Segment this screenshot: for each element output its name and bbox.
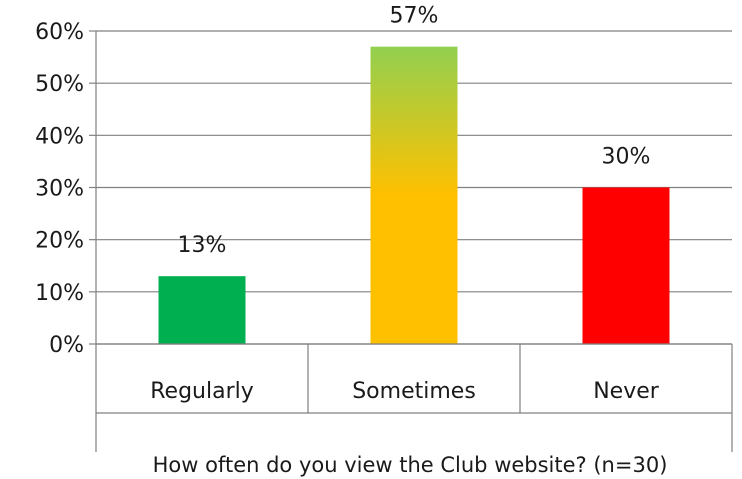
bar-regularly: [158, 276, 246, 344]
category-label: Regularly: [150, 379, 254, 404]
y-tick-label: 20%: [35, 229, 84, 254]
y-tick-label: 30%: [35, 177, 84, 202]
data-label: 57%: [390, 4, 439, 29]
data-label: 30%: [602, 145, 651, 170]
bars: [158, 46, 670, 345]
y-tick-label: 60%: [35, 20, 84, 45]
category-label: Never: [593, 379, 660, 404]
data-labels: 13% 57% 30%: [178, 4, 651, 259]
category-label: Sometimes: [352, 379, 476, 404]
y-tick-label: 10%: [35, 281, 84, 306]
y-tick-label: 50%: [35, 72, 84, 97]
data-label: 13%: [178, 233, 227, 258]
bar-sometimes: [370, 46, 458, 345]
y-tick-label: 40%: [35, 124, 84, 149]
x-axis-title: How often do you view the Club website? …: [153, 453, 668, 477]
y-axis-ticks: 0% 10% 20% 30% 40% 50% 60%: [35, 20, 97, 452]
y-tick-label: 0%: [49, 333, 84, 358]
x-axis: Regularly Sometimes Never: [96, 343, 733, 452]
bar-never: [582, 187, 670, 344]
